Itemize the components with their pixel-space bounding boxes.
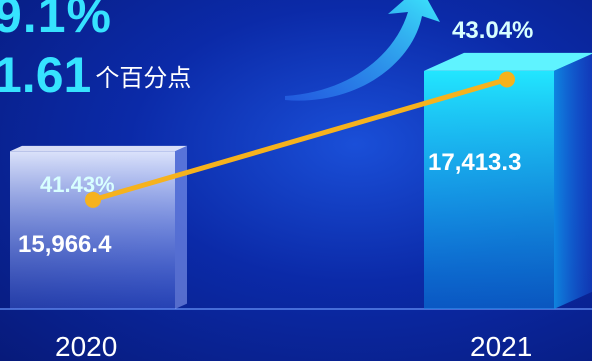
bar-2020-top — [10, 145, 187, 152]
headline-point-change: 1.61 个百分点 — [0, 46, 191, 104]
trend-line — [90, 76, 510, 203]
bar-2021 — [424, 52, 592, 309]
headline-point-unit: 个百分点 — [95, 65, 192, 92]
headline-growth-rate: 9.1% — [0, 0, 112, 43]
value-label-2020: 15,966.4 — [18, 231, 112, 258]
bar-2020 — [10, 145, 187, 309]
bar-2020-front — [10, 151, 175, 309]
trend-arrow-icon — [285, 0, 440, 101]
bar-2021-side — [554, 53, 592, 309]
bar-2021-top — [424, 52, 592, 71]
bar-2020-side — [175, 145, 187, 309]
pct-label-2021: 43.04% — [452, 17, 533, 44]
value-label-2021: 17,413.3 — [428, 149, 521, 176]
bar-2021-front — [424, 70, 554, 309]
headline-point-value: 1.61 — [0, 47, 92, 103]
point-2020 — [85, 191, 101, 208]
point-2021 — [499, 71, 515, 88]
x-tick-2021: 2021 — [470, 331, 532, 361]
pct-label-2020: 41.43% — [40, 172, 115, 197]
x-tick-2020: 2020 — [55, 331, 117, 361]
